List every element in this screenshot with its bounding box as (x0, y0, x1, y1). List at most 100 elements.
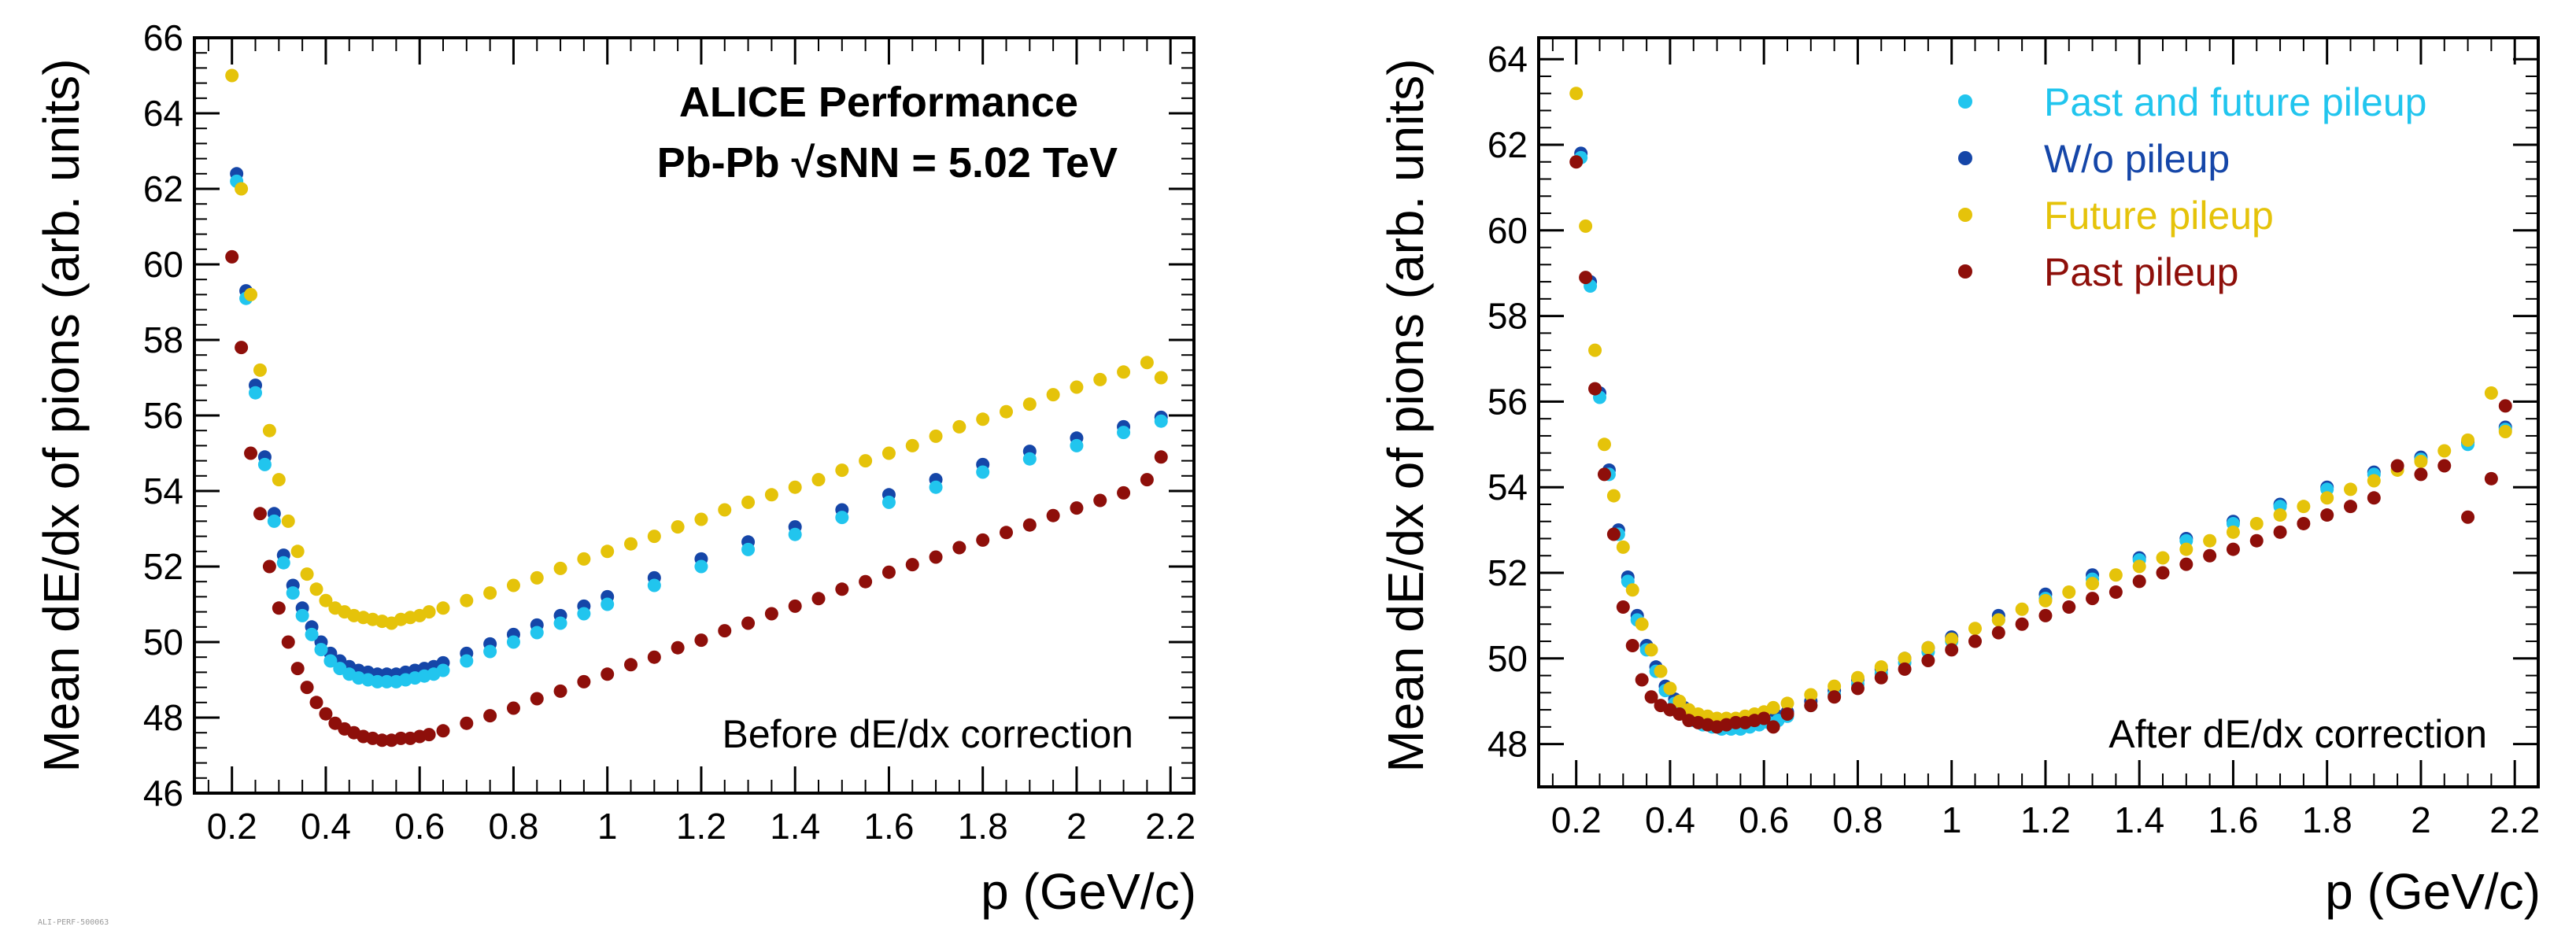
data-point (1644, 643, 1658, 657)
legend-label: Past pileup (2044, 250, 2238, 294)
y-tick-label: 56 (143, 395, 183, 436)
data-point (905, 558, 919, 572)
data-point (506, 701, 520, 715)
x-tick-label: 1.8 (2302, 799, 2352, 840)
data-point (2086, 592, 2100, 606)
data-point (257, 457, 272, 471)
data-point (2367, 474, 2381, 488)
data-point (2320, 508, 2334, 522)
data-point (1968, 634, 1983, 648)
data-point (1945, 643, 1959, 657)
data-point (483, 644, 497, 659)
data-point (323, 654, 338, 668)
data-point (295, 608, 309, 622)
data-point (1850, 681, 1865, 696)
data-point (319, 707, 333, 721)
data-point (1921, 654, 1935, 668)
data-point (553, 616, 567, 630)
data-point (1022, 452, 1037, 466)
data-point (2179, 542, 2193, 556)
data-point (262, 559, 276, 574)
data-point (2461, 510, 2475, 524)
data-point (2320, 491, 2334, 505)
data-point (253, 363, 267, 377)
data-point (1625, 583, 1639, 597)
data-point (577, 607, 591, 621)
data-point (2156, 566, 2170, 580)
data-point (2156, 551, 2170, 565)
data-point (2367, 491, 2381, 505)
watermark: ALI-PERF-500063 (38, 918, 109, 927)
data-point (460, 593, 474, 607)
data-point (1644, 690, 1658, 704)
data-point (624, 537, 638, 551)
data-point (2062, 600, 2076, 615)
data-point (1635, 617, 1649, 631)
data-point (267, 514, 281, 528)
data-point (309, 582, 323, 596)
data-point (2226, 525, 2240, 539)
y-tick-label: 48 (1488, 724, 1528, 765)
data-point (1070, 380, 1084, 394)
data-point (1046, 388, 1060, 402)
data-point (436, 724, 450, 738)
data-point (929, 429, 943, 443)
data-point (1804, 699, 1818, 713)
data-point (309, 696, 323, 710)
data-point (1154, 371, 1168, 385)
x-tick-label: 0.2 (1551, 799, 1602, 840)
data-point (1991, 613, 2005, 627)
x-tick-label: 2 (1066, 806, 1087, 847)
legend-label: Future pileup (2044, 194, 2274, 238)
data-point (577, 552, 591, 566)
y-tick-label: 50 (1488, 638, 1528, 679)
y-tick-label: 56 (1488, 381, 1528, 422)
data-point (764, 488, 778, 502)
data-point (1780, 696, 1794, 711)
data-point (1154, 414, 1168, 428)
data-point (1663, 681, 1677, 696)
data-point (577, 674, 591, 688)
data-point (624, 658, 638, 672)
data-point (811, 473, 826, 487)
data-point (976, 412, 990, 426)
series-past-and-future-pileup (230, 174, 1168, 688)
x-tick-label: 0.4 (1645, 799, 1695, 840)
data-point (718, 503, 732, 517)
data-point (1616, 600, 1630, 615)
data-point (905, 438, 919, 452)
data-point (272, 601, 286, 615)
data-point (483, 709, 497, 723)
data-point (976, 533, 990, 547)
data-point (2461, 433, 2475, 447)
data-point (1606, 489, 1621, 503)
legend-marker (1958, 208, 1972, 222)
y-tick-label: 54 (143, 471, 183, 511)
x-tick-label: 1.2 (676, 806, 726, 847)
data-point (929, 550, 943, 564)
data-point (1991, 626, 2005, 640)
y-tick-label: 52 (1488, 552, 1528, 593)
data-point (1606, 527, 1621, 541)
data-point (718, 624, 732, 638)
data-point (244, 446, 258, 460)
data-point (1874, 670, 1888, 685)
x-tick-label: 1 (1942, 799, 1962, 840)
data-point (1654, 664, 1668, 678)
data-point (225, 249, 239, 264)
data-point (647, 530, 661, 544)
x-tick-label: 1.6 (863, 806, 914, 847)
data-point (460, 716, 474, 730)
data-point (319, 593, 333, 607)
series-past-pileup (225, 249, 1168, 748)
data-point (859, 454, 873, 468)
data-point (741, 616, 756, 630)
data-point (2015, 602, 2029, 616)
data-point (506, 635, 520, 649)
y-tick-label: 48 (143, 697, 183, 738)
data-point (2484, 386, 2498, 401)
x-tick-label: 0.4 (301, 806, 351, 847)
data-point (741, 542, 756, 556)
data-point (1625, 638, 1639, 652)
data-point (1635, 673, 1649, 687)
